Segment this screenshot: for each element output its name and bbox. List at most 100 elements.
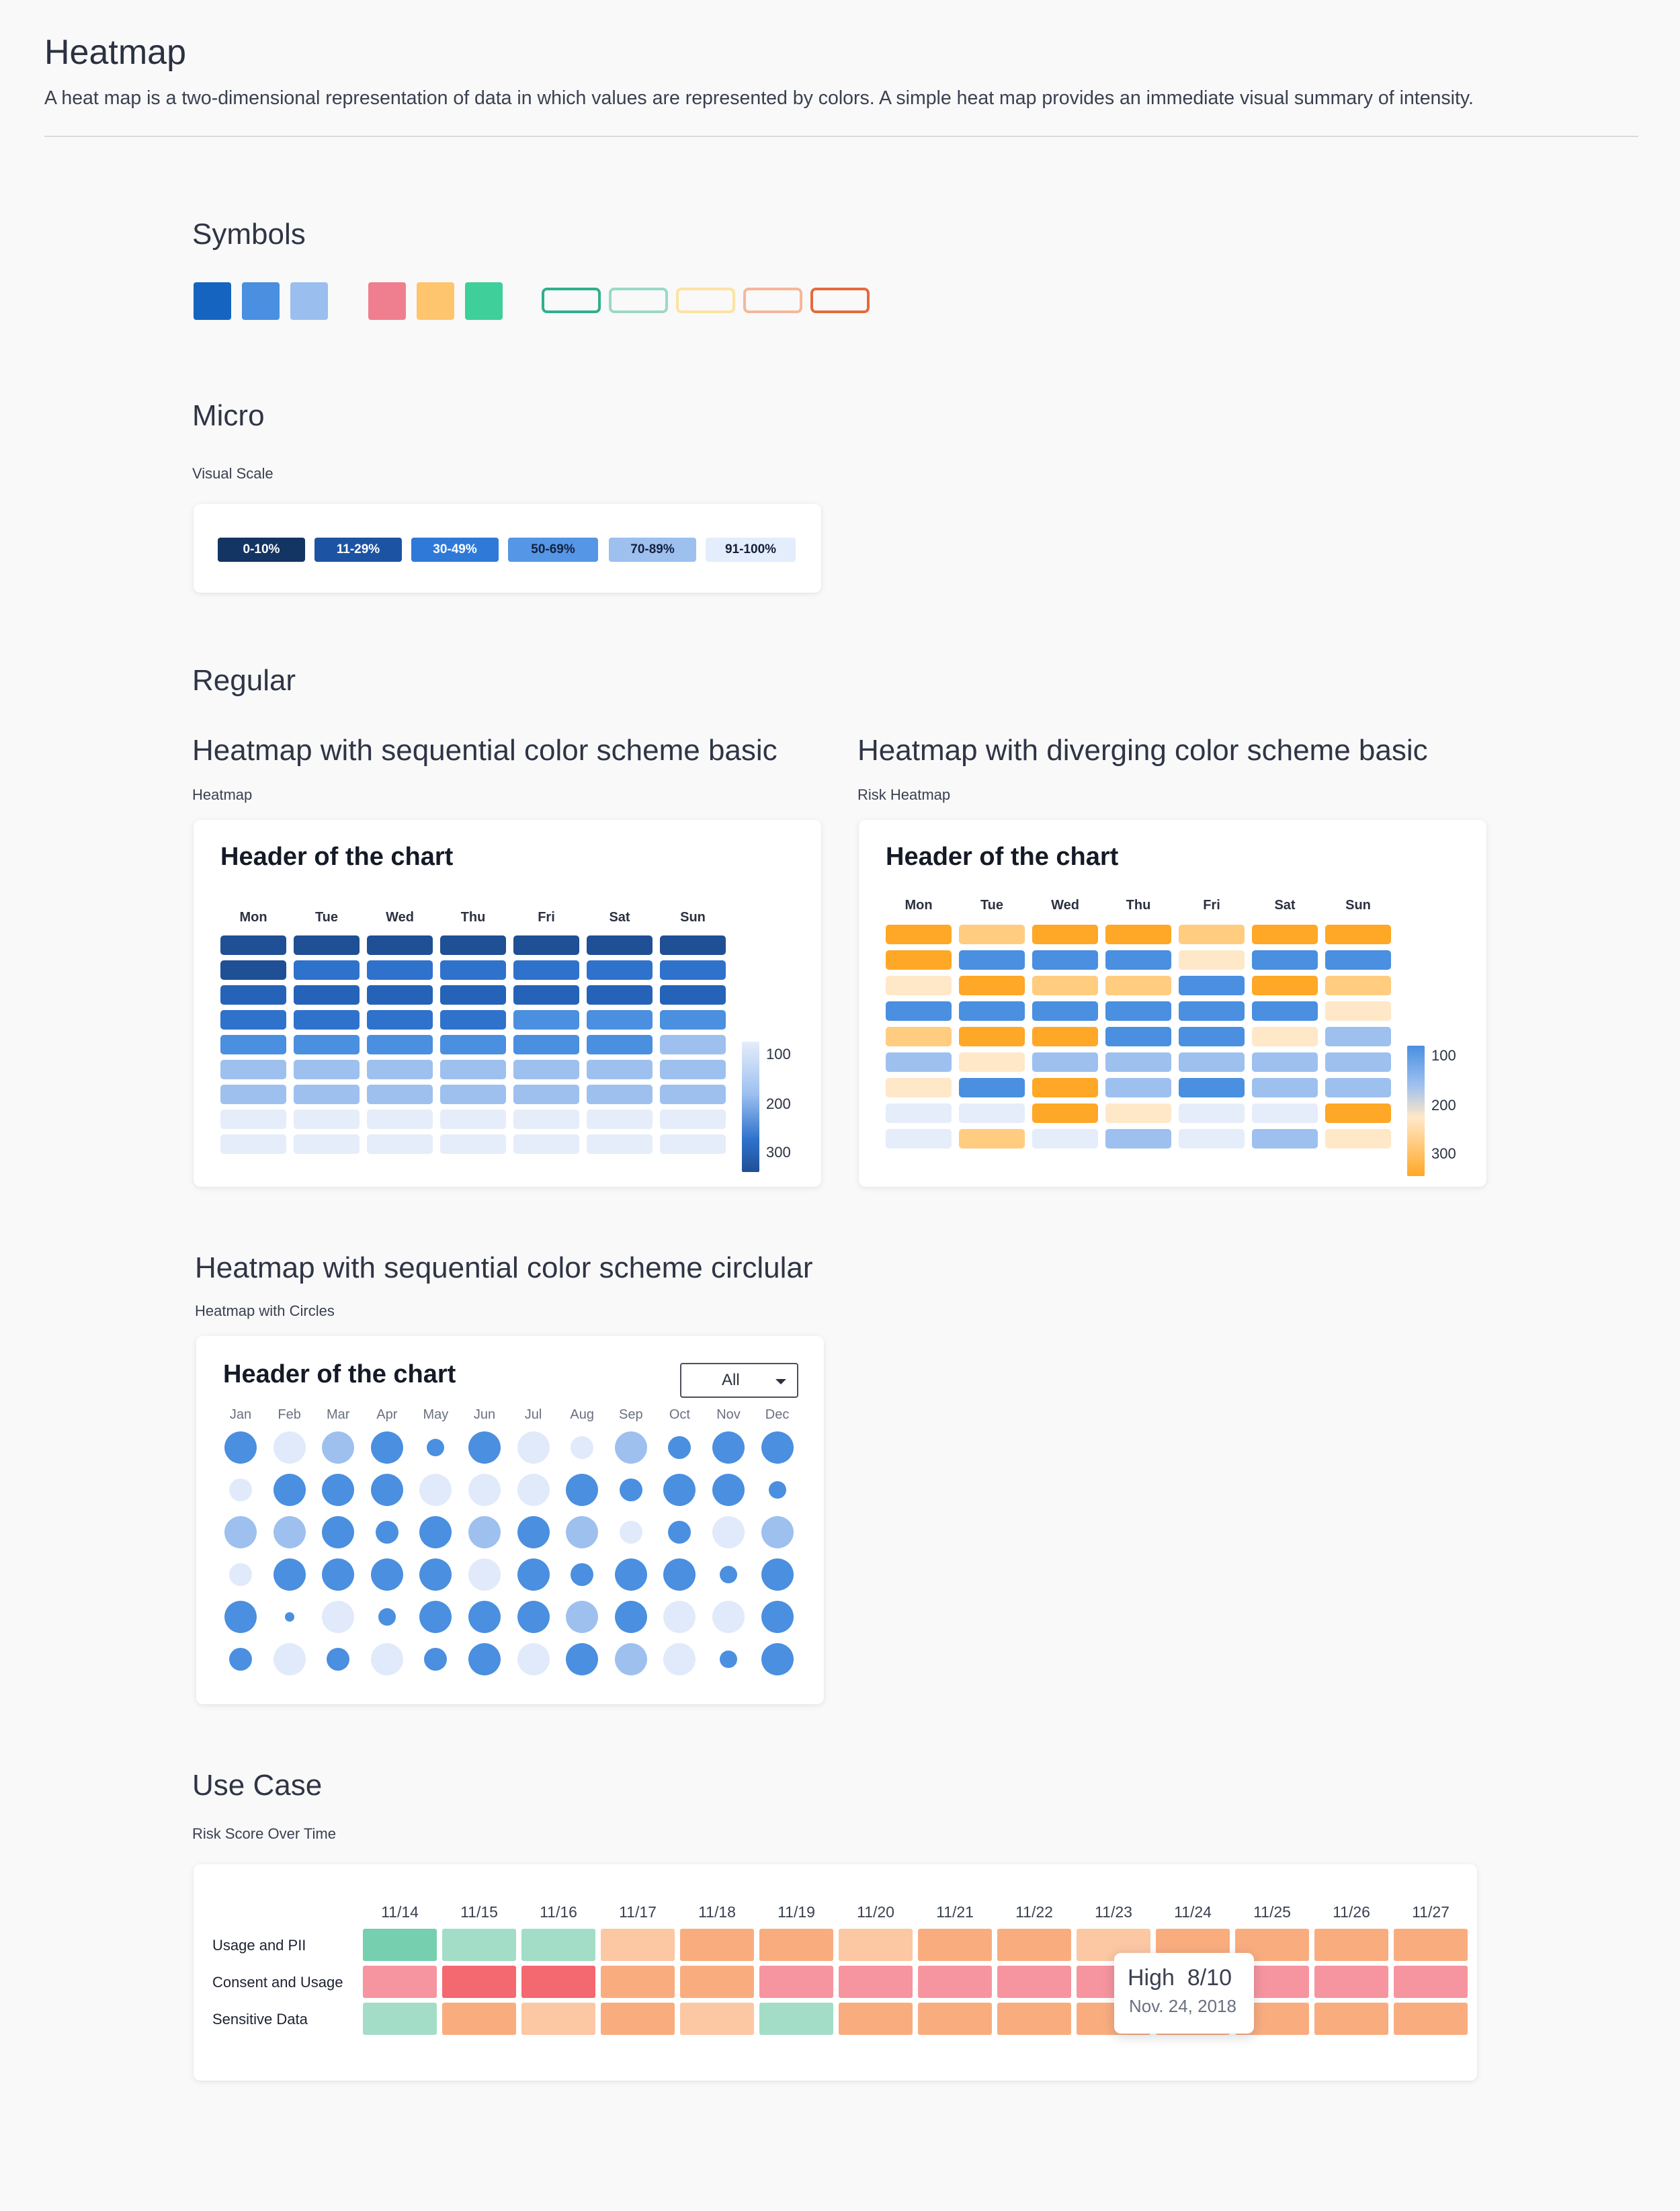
- heatmap-cell: [513, 1134, 579, 1154]
- heatmap-cell: [1179, 1001, 1245, 1021]
- filter-dropdown[interactable]: All: [680, 1363, 798, 1398]
- heatmap-cell: [959, 1027, 1025, 1046]
- heatmap-cell: [886, 1129, 952, 1149]
- heatmap-cell: [1179, 950, 1245, 970]
- risk-cell: [1314, 1966, 1388, 1998]
- heatmap-circle: [712, 1601, 745, 1633]
- circular-title: Heatmap with sequential color scheme cir…: [195, 1251, 813, 1284]
- heatmap-cell: [1179, 976, 1245, 995]
- heatmap-cell: [1105, 950, 1171, 970]
- heatmap-circle: [571, 1436, 594, 1459]
- heatmap-circle: [720, 1651, 737, 1668]
- risk-cell: [1314, 2003, 1388, 2035]
- risk-cell: [680, 1966, 754, 1998]
- heatmap-circle: [761, 1558, 794, 1591]
- heatmap-cell: [587, 985, 653, 1005]
- diverging-card: Header of the chart Mon Tue Wed Thu Fri Sat Su…: [859, 820, 1486, 1187]
- risk-cell: [363, 1929, 437, 1961]
- heatmap-circle: [768, 1481, 786, 1499]
- heatmap-cell: [513, 985, 579, 1005]
- symbols-title: Symbols: [192, 218, 306, 251]
- heatmap-cell: [587, 1010, 653, 1030]
- heatmap-circle: [370, 1431, 403, 1464]
- heatmap-circle: [468, 1516, 501, 1548]
- risk-cell: [521, 1929, 595, 1961]
- sequential-legend-300: 300: [766, 1144, 791, 1161]
- heatmap-circle: [761, 1601, 794, 1633]
- risk-cell: [363, 2003, 437, 2035]
- heatmap-cell: [220, 1060, 286, 1079]
- header-divider: [44, 136, 1638, 137]
- day-label-wed: Wed: [386, 910, 414, 925]
- row-label: Sensitive Data: [212, 2011, 308, 2028]
- heatmap-cell: [367, 960, 433, 980]
- heatmap-cell: [220, 1110, 286, 1129]
- page-title: Heatmap: [44, 33, 186, 72]
- date-label: 11/19: [778, 1903, 815, 1921]
- heatmap-circle: [468, 1431, 501, 1464]
- heatmap-cell: [1032, 976, 1098, 995]
- heatmap-cell: [440, 935, 506, 955]
- day-label-thu: Thu: [1126, 898, 1151, 913]
- symbol-fill-3: [290, 282, 328, 320]
- heatmap-cell: [294, 1110, 360, 1129]
- tooltip-date: Nov. 24, 2018: [1129, 1996, 1236, 2016]
- heatmap-cell: [660, 960, 726, 980]
- sequential-legend-bar: [742, 1042, 759, 1172]
- risk-cell: [997, 2003, 1071, 2035]
- sequential-title: Heatmap with sequential color scheme bas…: [192, 734, 778, 767]
- diverging-legend-100: 100: [1431, 1047, 1456, 1064]
- month-label-mar: Mar: [326, 1407, 350, 1422]
- heatmap-cell: [513, 1060, 579, 1079]
- heatmap-cell: [1032, 1027, 1098, 1046]
- month-label-jun: Jun: [473, 1407, 496, 1422]
- heatmap-circle: [224, 1601, 257, 1633]
- heatmap-cell: [1105, 1052, 1171, 1072]
- heatmap-circle: [370, 1643, 403, 1675]
- date-label: 11/16: [540, 1903, 577, 1921]
- heatmap-circle: [468, 1601, 501, 1633]
- heatmap-cell: [1252, 950, 1318, 970]
- date-label: 11/17: [619, 1903, 657, 1921]
- micro-caption: Visual Scale: [192, 465, 274, 482]
- heatmap-cell: [660, 1060, 726, 1079]
- date-label: 11/15: [460, 1903, 498, 1921]
- heatmap-cell: [959, 1052, 1025, 1072]
- heatmap-circle: [517, 1601, 550, 1633]
- heatmap-circle: [517, 1558, 550, 1591]
- heatmap-cell: [367, 1060, 433, 1079]
- micro-title: Micro: [192, 399, 265, 432]
- risk-cell: [601, 2003, 675, 2035]
- heatmap-circle: [424, 1648, 448, 1671]
- heatmap-cell: [367, 1010, 433, 1030]
- heatmap-circle: [712, 1516, 745, 1548]
- month-label-aug: Aug: [570, 1407, 594, 1422]
- heatmap-cell: [367, 1035, 433, 1054]
- date-label: 11/24: [1174, 1903, 1212, 1921]
- risk-cell: [918, 1929, 992, 1961]
- heatmap-circle: [419, 1601, 452, 1633]
- heatmap-cell: [1325, 1001, 1391, 1021]
- month-label-jan: Jan: [229, 1407, 252, 1422]
- heatmap-cell: [220, 985, 286, 1005]
- visual-scale-card: 0-10% 11-29% 30-49% 50-69% 70-89% 91-100…: [194, 504, 821, 593]
- date-label: 11/23: [1095, 1903, 1132, 1921]
- heatmap-cell: [1105, 976, 1171, 995]
- heatmap-circle: [273, 1431, 306, 1464]
- heatmap-circle: [517, 1431, 550, 1464]
- heatmap-cell: [1032, 1052, 1098, 1072]
- heatmap-cell: [513, 1035, 579, 1054]
- risk-cell: [839, 2003, 913, 2035]
- heatmap-cell: [440, 1035, 506, 1054]
- symbol-outline-3: [676, 288, 735, 313]
- heatmap-cell: [1252, 925, 1318, 944]
- heatmap-circle: [273, 1643, 306, 1675]
- heatmap-circle: [761, 1643, 794, 1675]
- cell-tooltip: High 8/10 Nov. 24, 2018: [1114, 1953, 1254, 2034]
- heatmap-circle: [375, 1521, 398, 1544]
- heatmap-circle: [517, 1474, 550, 1506]
- diverging-heatmap-grid: Mon Tue Wed Thu Fri Sat Sun: [859, 820, 1486, 1187]
- heatmap-cell: [660, 1134, 726, 1154]
- heatmap-cell: [440, 1010, 506, 1030]
- scale-chip-30-49: 30-49%: [411, 538, 499, 562]
